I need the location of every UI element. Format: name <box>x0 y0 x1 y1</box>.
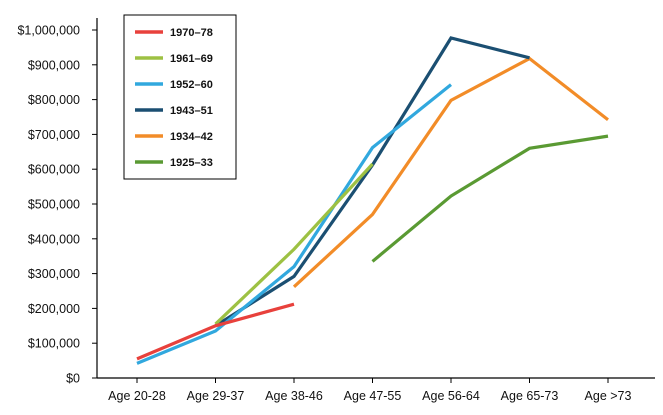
y-tick-label: $0 <box>66 372 80 386</box>
legend-label: 1934–42 <box>170 131 213 143</box>
y-tick-label: $300,000 <box>28 267 80 281</box>
x-tick-label: Age 56-64 <box>422 389 480 403</box>
legend-label: 1952–60 <box>170 79 213 91</box>
series-line-1934–42 <box>292 56 609 289</box>
y-tick-label: $200,000 <box>28 302 80 316</box>
x-tick-label: Age 65-73 <box>501 389 559 403</box>
y-tick-label: $600,000 <box>28 163 80 177</box>
x-axis-ticks: Age 20-28 Age 29-37 Age 38-46 Age 47-55 Age … <box>108 378 632 403</box>
y-tick-label: $500,000 <box>28 198 80 212</box>
series-line-1961–69 <box>214 162 374 326</box>
y-tick-label: $700,000 <box>28 128 80 142</box>
legend: 1970–78 1961–69 1952–60 1943–51 1934–42 1925–… <box>123 14 237 180</box>
y-tick-label: $1,000,000 <box>17 24 80 38</box>
series-line-1925–33 <box>371 134 609 263</box>
legend-label: 1970–78 <box>170 27 213 39</box>
legend-box <box>123 14 237 180</box>
legend-label: 1943–51 <box>170 105 213 117</box>
legend-label: 1925–33 <box>170 157 213 169</box>
y-tick-label: $400,000 <box>28 232 80 246</box>
legend-items: 1970–78 1961–69 1952–60 1943–51 1934–42 1925–… <box>135 27 213 169</box>
x-tick-label: Age >73 <box>585 389 632 403</box>
y-tick-label: $900,000 <box>28 58 80 72</box>
x-tick-label: Age 47-55 <box>344 389 402 403</box>
y-tick-label: $100,000 <box>28 337 80 351</box>
y-tick-label: $800,000 <box>28 93 80 107</box>
x-tick-label: Age 20-28 <box>108 389 166 403</box>
y-axis-ticks: $0 $100,000 $200,000 $300,000 $400,000 $500,0… <box>17 24 97 386</box>
series-lines <box>136 36 609 365</box>
series-line-1943–51 <box>214 36 530 328</box>
series-line-1970–78 <box>136 302 295 361</box>
x-tick-label: Age 38-46 <box>265 389 323 403</box>
x-tick-label: Age 29-37 <box>187 389 245 403</box>
legend-label: 1961–69 <box>170 53 213 65</box>
series-line-1952–60 <box>136 83 453 365</box>
